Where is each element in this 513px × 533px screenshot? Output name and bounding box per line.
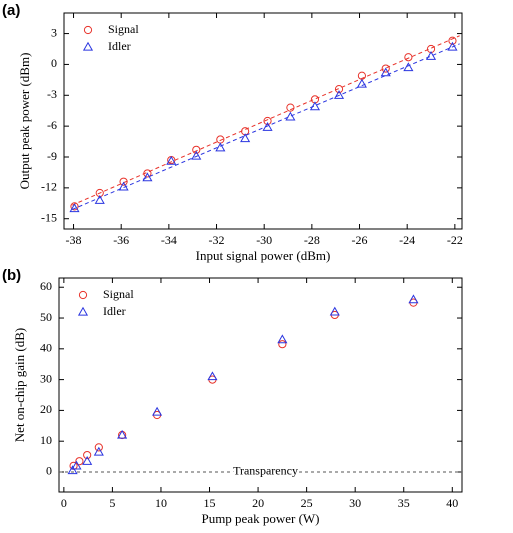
point — [82, 456, 93, 465]
point — [278, 340, 287, 349]
point — [93, 446, 104, 456]
point — [404, 53, 413, 62]
point — [191, 150, 202, 160]
point — [408, 294, 419, 304]
point — [143, 169, 152, 178]
x-tick-label: 25 — [301, 496, 313, 510]
x-tick-label: -36 — [113, 233, 129, 247]
point — [69, 203, 80, 213]
x-tick-label: -26 — [352, 233, 368, 247]
point — [166, 155, 177, 165]
y-tick-label: -6 — [47, 118, 57, 132]
point — [152, 406, 163, 416]
y-tick-label: -12 — [41, 180, 57, 194]
y-tick-label: 20 — [40, 402, 52, 416]
x-axis-label: Pump peak power (W) — [201, 511, 319, 526]
point — [380, 67, 391, 77]
x-tick-label: 5 — [109, 496, 115, 510]
point — [403, 62, 414, 72]
legend-label: Idler — [108, 39, 131, 53]
y-tick-label: -9 — [47, 149, 57, 163]
point — [71, 460, 82, 470]
reference-label: Transparency — [233, 464, 298, 478]
legend-marker — [83, 25, 93, 35]
y-tick-label: -3 — [47, 87, 57, 101]
legend-marker — [82, 41, 94, 51]
y-axis-label: Net on-chip gain (dB) — [12, 328, 27, 442]
legend-label: Signal — [103, 287, 134, 301]
point — [381, 64, 390, 73]
point — [207, 371, 218, 381]
x-tick-label: -30 — [256, 233, 272, 247]
point — [262, 121, 273, 131]
point — [70, 202, 79, 211]
x-tick-label: 40 — [446, 496, 458, 510]
point — [286, 103, 295, 112]
x-tick-label: 35 — [398, 496, 410, 510]
y-axis-label: Output peak power (dBm) — [17, 53, 32, 190]
x-tick-label: 10 — [155, 496, 167, 510]
plot-frame — [63, 12, 463, 230]
point — [329, 306, 340, 316]
x-tick-label: -24 — [399, 233, 415, 247]
y-tick-label: 10 — [40, 433, 52, 447]
point — [263, 116, 272, 126]
point — [94, 194, 105, 204]
y-tick-label: 40 — [40, 341, 52, 355]
panel-label: (a) — [2, 2, 20, 19]
x-tick-label: -38 — [66, 233, 82, 247]
y-tick-label: 0 — [46, 464, 52, 478]
point — [277, 334, 288, 344]
point — [119, 177, 128, 186]
legend-marker — [77, 306, 89, 316]
y-tick-label: 60 — [40, 279, 52, 293]
x-tick-label: 15 — [204, 496, 216, 510]
plot-frame — [58, 277, 463, 493]
fit-line — [71, 35, 460, 206]
point — [117, 429, 128, 439]
point — [309, 101, 321, 111]
y-tick-label: 3 — [51, 25, 57, 39]
x-tick-label: 30 — [349, 496, 361, 510]
point — [118, 181, 129, 191]
legend-label: Signal — [108, 22, 139, 36]
point — [83, 450, 92, 460]
x-tick-label: 0 — [61, 496, 67, 510]
point — [333, 90, 345, 99]
point — [448, 36, 457, 45]
y-tick-label: 30 — [40, 371, 52, 385]
point — [94, 443, 103, 452]
point — [75, 457, 84, 466]
x-tick-label: -28 — [304, 233, 320, 247]
x-axis-label: Input signal power (dBm) — [196, 248, 331, 263]
y-tick-label: -15 — [41, 210, 57, 224]
point — [285, 111, 296, 121]
x-tick-label: -34 — [161, 233, 177, 247]
point — [334, 85, 344, 94]
panel-label: (b) — [2, 267, 21, 284]
point — [425, 50, 437, 60]
x-tick-label: -32 — [209, 233, 225, 247]
x-tick-label: -22 — [447, 233, 463, 247]
legend-label: Idler — [103, 304, 126, 318]
point — [215, 142, 226, 152]
point — [240, 133, 251, 143]
point — [192, 145, 201, 154]
point — [142, 172, 153, 182]
y-tick-label: 0 — [51, 56, 57, 70]
legend-marker — [78, 290, 88, 300]
y-tick-label: 50 — [40, 310, 52, 324]
point — [67, 465, 78, 475]
point — [447, 41, 458, 51]
point — [356, 78, 367, 88]
x-tick-label: 20 — [252, 496, 264, 510]
